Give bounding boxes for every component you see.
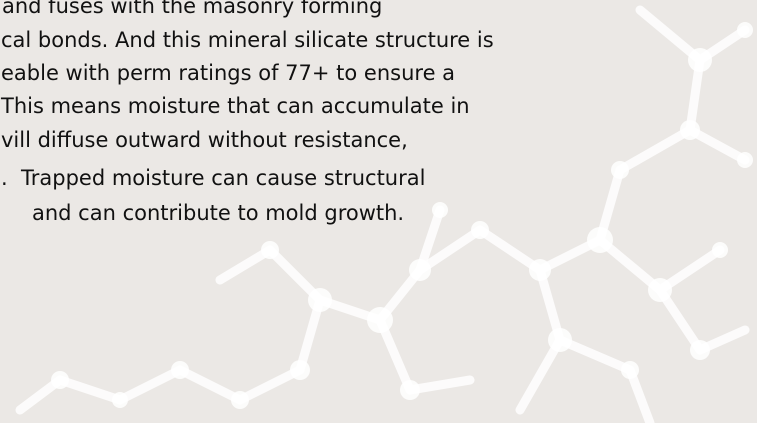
- paragraph-line: vill diffuse outward without resistance,: [1, 128, 408, 152]
- page: and fuses with the masonry forming cal b…: [0, 0, 757, 423]
- paragraph-line: and can contribute to mold growth.: [32, 201, 404, 225]
- paragraph-line: cal bonds. And this mineral silicate str…: [1, 28, 494, 52]
- paragraph-line: This means moisture that can accumulate …: [1, 94, 470, 118]
- paragraph-line: eable with perm ratings of 77+ to ensure…: [1, 61, 455, 85]
- paragraph-line: . Trapped moisture can cause structural: [1, 166, 425, 190]
- paragraph-line: and fuses with the masonry forming: [2, 0, 382, 18]
